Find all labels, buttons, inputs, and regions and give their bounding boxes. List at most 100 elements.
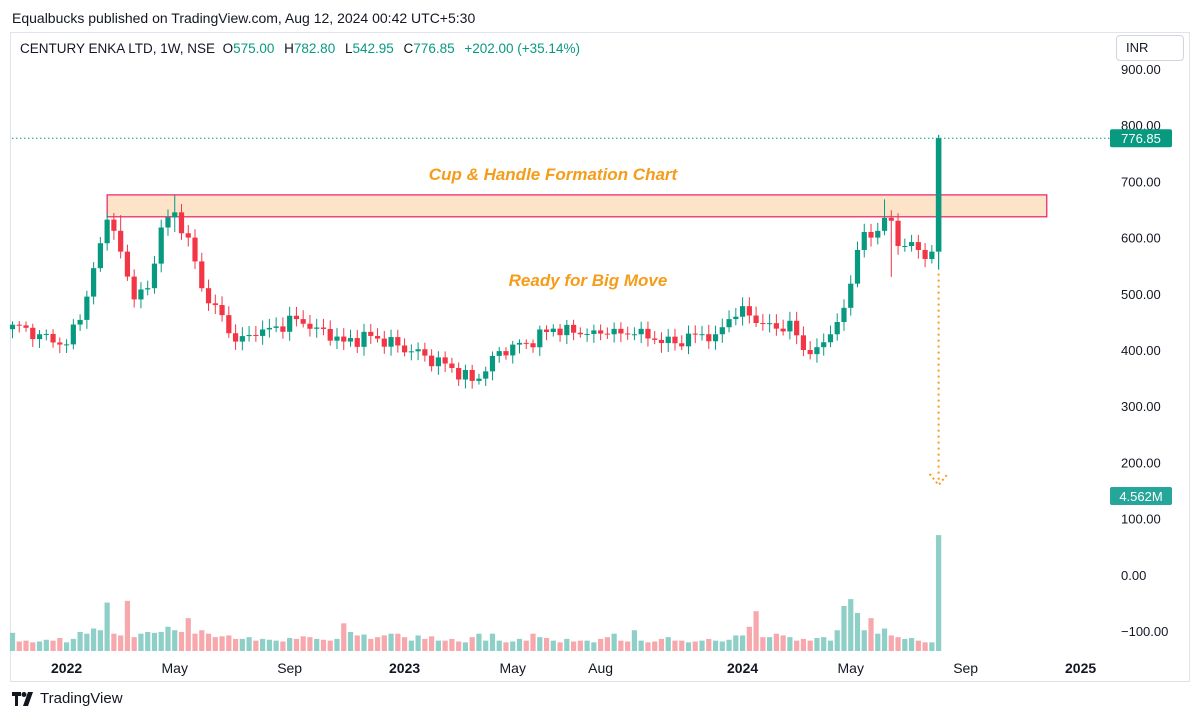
symbol-name: CENTURY ENKA LTD, 1W, NSE [20,41,216,56]
close-label: C [403,41,414,56]
volume-bar [246,637,252,651]
volume-bar [341,623,347,651]
candle-body [320,327,327,329]
volume-bar [618,640,624,651]
volume-bar [172,630,178,651]
volume-bar [151,632,158,651]
volume-bar [726,639,732,651]
tradingview-logo[interactable]: TradingView [12,690,123,707]
candle-body [327,328,333,341]
candle-body [36,334,43,340]
candle-body [395,337,401,346]
volume-bar [84,633,90,651]
candle-body [469,369,475,381]
volume-bar [368,638,374,651]
candle-body [205,288,212,304]
candle-body [861,231,867,250]
candle-body [43,333,49,335]
candle-body [800,335,807,350]
volume-bar [354,635,360,651]
change-value: +202.00 (+35.14%) [464,41,580,56]
candle-body [915,242,921,250]
candle-body [145,288,151,290]
volume-bar [598,638,604,651]
candle-body [307,323,313,329]
volume-bar [395,633,401,651]
candle-body [374,335,381,339]
candle-body [618,328,624,334]
volume-bar [408,640,414,651]
candle-body [773,323,779,329]
candle-body [794,320,800,336]
candle-body [699,334,705,336]
candle-body [827,334,834,343]
candle-body [280,326,286,332]
candle-body [462,369,469,380]
volume-bar [219,636,225,651]
volume-bar [145,631,151,651]
candle-body [685,333,692,347]
volume-bar [178,631,185,651]
candle-body [192,237,198,262]
candle-body [868,231,874,238]
candle-body [753,315,759,324]
candle-body [672,336,678,344]
candle-body [232,333,239,342]
candle-body [530,343,536,348]
time-tick-label: Sep [277,660,302,676]
volume-bar [827,640,834,651]
price-tick-label: 100.00 [1121,512,1161,527]
candle-body [158,227,164,264]
time-tick-label: 2023 [389,660,420,676]
volume-bar [456,641,462,651]
volume-bar [476,633,482,651]
candle-body [821,342,827,348]
volume-bar [550,640,556,651]
volume-bar [320,639,327,651]
volume-bar [570,641,577,651]
volume-bar [158,631,164,651]
volume-bar [293,638,300,651]
candle-body [442,357,448,364]
candle-body [564,324,570,336]
candle-body [483,371,489,379]
candle-body [854,249,861,284]
candle-body [84,296,90,320]
volume-bar [841,606,847,651]
time-tick-label: Aug [588,660,613,676]
candle-body [489,355,496,372]
volume-bar [665,637,671,651]
candle-body [739,306,746,317]
resistance-zone [106,194,1048,218]
volume-bar [773,633,779,651]
candle-body [199,261,205,289]
volume-bar [868,618,874,651]
volume-bar [415,635,421,651]
volume-bar [30,642,36,651]
volume-bar [165,626,171,651]
candle-body [523,342,529,344]
candle-body [293,315,300,320]
volume-bar [36,641,43,651]
currency-selector[interactable]: INR [1116,35,1184,61]
volume-bar [557,642,563,651]
candle-body [814,347,820,355]
volume-bar [706,638,712,651]
candle-body [334,336,340,341]
candle-body [212,303,218,306]
candle-body [881,217,888,231]
candle-body [429,355,435,367]
candle-body [557,328,563,336]
volume-bar [374,637,381,651]
last-price-label: 776.85 [1121,131,1161,146]
candle-body [665,336,671,344]
volume-bar [625,641,631,651]
candle-body [537,329,543,348]
candle-body [219,305,225,316]
candle-body [226,315,232,334]
volume-bar [516,638,523,651]
volume-bar [138,633,144,651]
candle-body [239,336,245,342]
volume-bar [719,641,725,651]
